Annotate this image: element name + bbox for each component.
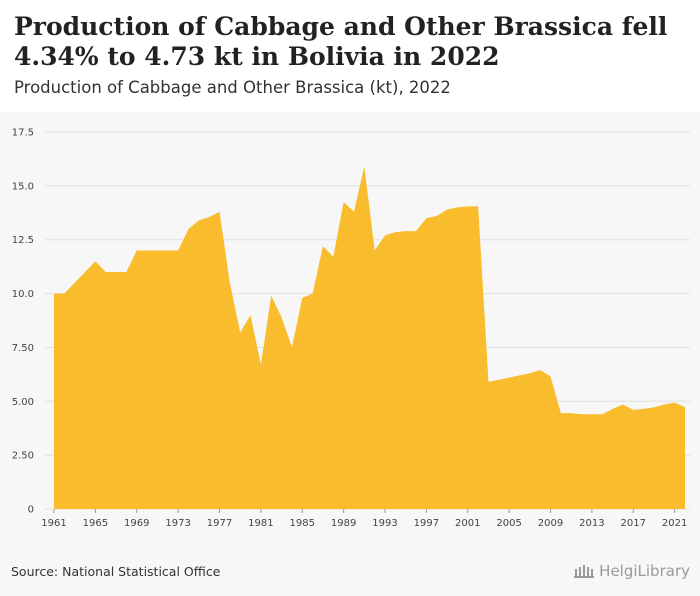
y-tick-label: 5.00 (12, 397, 34, 408)
chart-title: Production of Cabbage and Other Brassica… (14, 12, 668, 71)
x-tick-label: 2013 (579, 518, 604, 529)
x-tick-label: 1965 (83, 518, 108, 529)
x-tick-label: 1989 (331, 518, 356, 529)
x-tick-label: 2009 (538, 518, 563, 529)
chart-header: Production of Cabbage and Other Brassica… (0, 0, 700, 112)
y-tick-label: 15.0 (12, 181, 34, 192)
x-tick-label: 2017 (621, 518, 646, 529)
x-tick-label: 1973 (165, 518, 190, 529)
y-tick-label: 2.50 (12, 451, 34, 462)
x-tick-label: 2001 (455, 518, 480, 529)
chart-subtitle: Production of Cabbage and Other Brassica… (14, 78, 451, 97)
x-tick-label: 1961 (41, 518, 66, 529)
x-axis-tick-labels: 1961 1965 1969 1973 1977 1981 1985 1989 1993 1997… (41, 509, 687, 529)
helgi-library-logo: HelgiLibrary (573, 562, 690, 580)
logo-text: HelgiLibrary (599, 562, 690, 580)
y-tick-label: 17.5 (12, 128, 34, 139)
source-note: Source: National Statistical Office (11, 564, 221, 579)
y-tick-label: 10.0 (12, 289, 34, 300)
x-tick-label: 1985 (290, 518, 315, 529)
y-axis-tick-labels: 0 2.50 5.00 7.50 10.0 12.5 15.0 17.5 (12, 128, 34, 516)
y-tick-label: 12.5 (12, 235, 34, 246)
x-tick-label: 2021 (662, 518, 687, 529)
x-tick-label: 2005 (496, 518, 521, 529)
x-tick-label: 1977 (207, 518, 232, 529)
x-tick-label: 1969 (124, 518, 149, 529)
x-tick-label: 1993 (372, 518, 397, 529)
y-tick-label: 7.50 (12, 343, 34, 354)
production-area (54, 166, 685, 509)
library-building-icon (574, 565, 595, 578)
x-tick-label: 1997 (414, 518, 439, 529)
y-tick-label: 0 (28, 505, 34, 516)
x-tick-label: 1981 (248, 518, 273, 529)
area-series (54, 166, 685, 509)
